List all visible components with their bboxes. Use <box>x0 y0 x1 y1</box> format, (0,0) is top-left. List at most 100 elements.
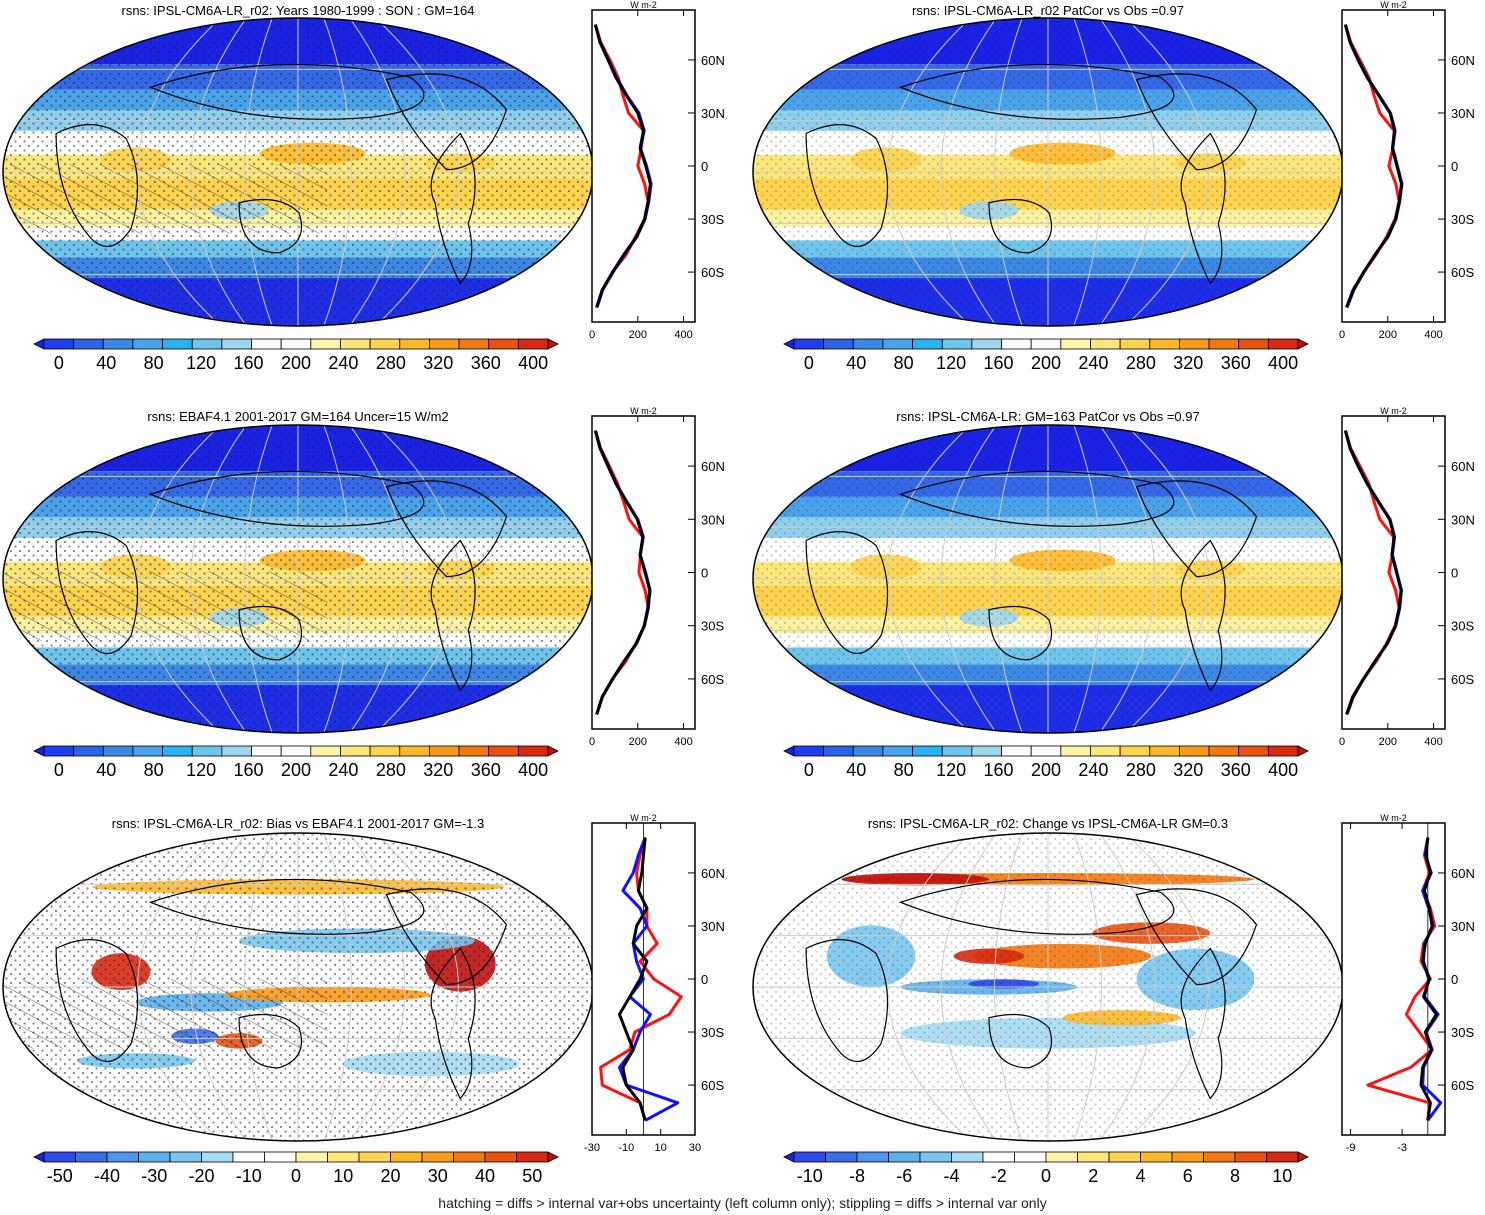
colorbar-segment <box>73 338 104 350</box>
continent-outline <box>1180 947 1226 1100</box>
colorbar-segment <box>132 745 163 757</box>
colorbar-segment <box>856 1151 889 1163</box>
colorbar-segment <box>888 1151 921 1163</box>
colorbar-segment <box>1149 745 1180 757</box>
colorbar-end-triangle <box>783 338 795 350</box>
profile-lat-label: 60N <box>701 866 725 881</box>
profile-x-label: 200 <box>1379 329 1397 341</box>
colorbar-segment <box>1014 1151 1047 1163</box>
map-panel-1 <box>3 18 593 326</box>
colorbar-segment <box>517 338 549 350</box>
colorbar-tick-label: 120 <box>936 760 966 780</box>
profile-line-black <box>618 837 649 1121</box>
colorbar-tick-label: 360 <box>471 353 501 373</box>
graticule-meridian <box>137 833 221 1141</box>
colorbar-tick-label: 0 <box>804 760 814 780</box>
colorbar-segment <box>793 1151 826 1163</box>
profile-lat-label: 0 <box>701 972 708 987</box>
colorbar-end-triangle <box>33 745 45 757</box>
colorbar-segment <box>1119 338 1151 350</box>
map-panel-6 <box>753 833 1343 1141</box>
panel-2: rsns: IPSL-CM6A-LR_r02 PatCor vs Obs =0.… <box>752 0 1475 373</box>
colorbar-segment <box>971 338 1002 350</box>
graticule-meridian <box>1099 833 1156 1141</box>
colorbar-tick-label: 8 <box>1230 1166 1240 1186</box>
colorbar-segment <box>1077 1151 1110 1163</box>
continent-outline <box>148 63 425 120</box>
colorbar-tick-label: 2 <box>1088 1166 1098 1186</box>
colorbar-segment <box>251 338 282 350</box>
profile-unit-label: W m-2 <box>630 406 657 416</box>
colorbar-segment <box>453 1151 486 1163</box>
colorbar-3: 0 40 80 120 160 200 240 280 320 360 400 <box>33 745 559 780</box>
colorbar-segment <box>1060 338 1091 350</box>
colorbar-tick-label: 10 <box>1272 1166 1292 1186</box>
colorbar-segment <box>484 1151 517 1163</box>
colorbar-tick-label: 80 <box>894 353 914 373</box>
graticule-meridian <box>375 833 459 1141</box>
colorbar-1: 0 40 80 120 160 200 240 280 320 360 400 <box>33 338 559 373</box>
colorbar-end-triangle <box>547 745 559 757</box>
colorbar-end-triangle <box>1297 338 1309 350</box>
colorbar-segment <box>310 745 341 757</box>
colorbar-segment <box>102 745 134 757</box>
colorbar-segment <box>102 338 134 350</box>
colorbar-segment <box>169 1151 202 1163</box>
graticule-meridian <box>1073 833 1102 1141</box>
continent-outline <box>988 198 1053 254</box>
panel-4: rsns: IPSL-CM6A-LR: GM=163 PatCor vs Obs… <box>752 406 1475 780</box>
profile-lat-label: 30S <box>701 212 724 227</box>
colorbar-segment <box>1108 1151 1141 1163</box>
graticule-meridian <box>323 833 352 1141</box>
colorbar-segment <box>488 338 519 350</box>
colorbar-segment <box>340 745 371 757</box>
profile-lat-label: 0 <box>701 159 708 174</box>
graticule-meridian <box>940 425 997 733</box>
colorbar-tick-label: -30 <box>141 1166 167 1186</box>
graticule-meridian <box>349 18 406 326</box>
colorbar-segment <box>191 745 223 757</box>
profile-lat-label: 60N <box>1451 459 1475 474</box>
colorbar-end-triangle <box>33 1151 45 1163</box>
colorbar-tick-label: 400 <box>1268 760 1298 780</box>
colorbar-tick-label: 320 <box>423 760 453 780</box>
continent-outline <box>430 132 476 285</box>
colorbar-tick-label: 240 <box>328 353 358 373</box>
map-panel-2 <box>753 18 1343 326</box>
colorbar-tick-label: 0 <box>804 353 814 373</box>
colorbar-segment <box>517 745 549 757</box>
graticule-meridian <box>1073 18 1102 326</box>
colorbar-segment <box>264 1151 297 1163</box>
map-panel-4 <box>753 425 1343 733</box>
continent-outline <box>1135 73 1258 171</box>
graticule-meridian <box>349 833 406 1141</box>
colorbar-tick-label: 280 <box>1126 353 1156 373</box>
colorbar-tick-label: 200 <box>281 760 311 780</box>
zonal-profile-1: 60N 30N 0 30S 60S 0 200 400 W m-2 <box>589 0 725 341</box>
colorbar-segment <box>369 745 401 757</box>
panel-title: rsns: IPSL-CM6A-LR: GM=163 PatCor vs Obs… <box>896 409 1199 424</box>
continent-outline <box>898 470 1175 527</box>
colorbar-segment <box>1030 745 1062 757</box>
profile-lat-label: 0 <box>701 566 708 581</box>
panel-title: rsns: IPSL-CM6A-LR_r02: Bias vs EBAF4.1 … <box>112 816 484 831</box>
colorbar-segment <box>73 745 104 757</box>
graticule-meridian <box>1099 18 1156 326</box>
colorbar-tick-label: 80 <box>894 760 914 780</box>
colorbar-tick-label: 0 <box>54 353 64 373</box>
colorbar-tick-label: 240 <box>328 760 358 780</box>
continent-outline <box>238 605 303 661</box>
colorbar-segment <box>882 338 913 350</box>
colorbar-tick-label: 0 <box>54 760 64 780</box>
profile-x-label: 0 <box>589 736 595 748</box>
colorbar-end-triangle <box>547 1151 559 1163</box>
colorbar-segment <box>327 1151 360 1163</box>
graticule-meridian <box>887 18 971 326</box>
colorbar-tick-label: 40 <box>846 760 866 780</box>
profile-line-black <box>1343 24 1403 308</box>
colorbar-segment <box>823 745 854 757</box>
colorbar-tick-label: 360 <box>1221 353 1251 373</box>
panel-title: rsns: IPSL-CM6A-LR_r02: Change vs IPSL-C… <box>868 816 1228 831</box>
profile-lat-label: 60S <box>1451 1078 1474 1093</box>
colorbar-end-triangle <box>1297 745 1309 757</box>
